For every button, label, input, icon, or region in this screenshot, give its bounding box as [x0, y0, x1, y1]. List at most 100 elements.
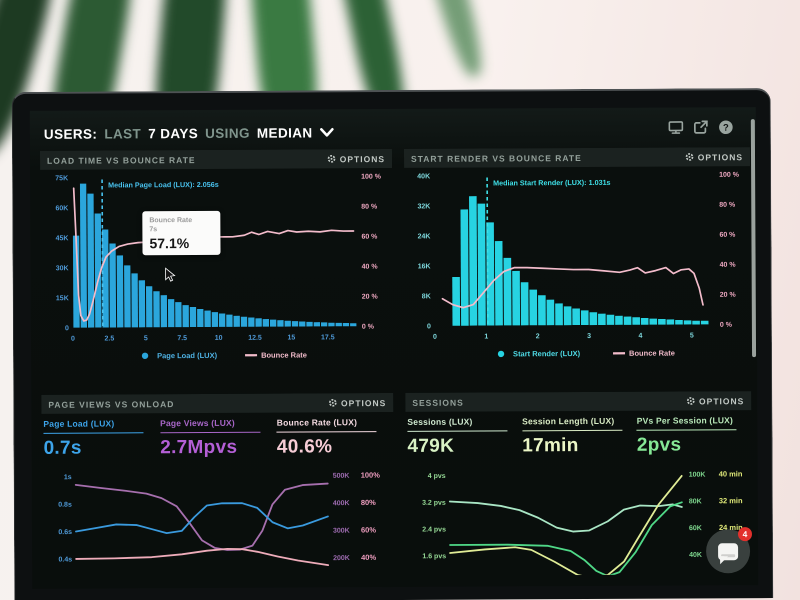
svg-text:16K: 16K	[418, 263, 431, 270]
svg-text:0.8s: 0.8s	[58, 502, 72, 509]
svg-text:80K: 80K	[689, 498, 702, 505]
svg-text:60 %: 60 %	[719, 232, 736, 239]
metric-session-length: Session Length (LUX) 17min	[522, 416, 637, 458]
mouse-cursor-icon	[165, 267, 176, 282]
metric-label: Sessions (LUX)	[407, 416, 473, 427]
metric-label: Session Length (LUX)	[522, 415, 615, 427]
svg-text:60K: 60K	[55, 205, 68, 212]
tooltip-series: Bounce Rate	[149, 217, 193, 225]
load-time-chart[interactable]: 75K 60K 45K 30K 15K 0 100 % 80 % 60 % 40 % 20 % 0 %…	[40, 168, 393, 370]
tooltip-value: 57.1%	[149, 235, 190, 252]
panel-start-render-vs-bounce-rate: START RENDER VS BOUNCE RATE OPTIONS 40K 3…	[403, 147, 751, 391]
panel-page-views-vs-onload: PAGE VIEWS VS ONLOAD OPTIONS Page Load (…	[41, 392, 395, 587]
share-icon[interactable]	[693, 119, 709, 135]
svg-text:10: 10	[215, 335, 223, 342]
tooltip-x: 7s	[149, 226, 158, 234]
metric-sessions: Sessions (LUX) 479K	[407, 416, 522, 458]
svg-text:1: 1	[484, 333, 488, 340]
laptop: USERS: LAST 7 DAYS USING MEDIAN ? LOAD T…	[11, 88, 774, 600]
svg-text:Bounce Rate: Bounce Rate	[629, 349, 675, 358]
svg-text:30K: 30K	[56, 265, 69, 272]
svg-text:20 %: 20 %	[720, 292, 737, 299]
svg-text:1.6 pvs: 1.6 pvs	[422, 553, 446, 560]
svg-text:40%: 40%	[361, 553, 376, 562]
header-segment: 7 DAYS	[148, 125, 199, 141]
svg-text:40 min: 40 min	[719, 469, 743, 478]
svg-text:Page Load (LUX): Page Load (LUX)	[157, 351, 218, 360]
svg-text:2: 2	[536, 333, 540, 340]
display-icon[interactable]	[668, 119, 684, 135]
svg-text:0: 0	[65, 325, 69, 332]
svg-text:24 min: 24 min	[719, 523, 743, 532]
chat-button[interactable]: 4	[705, 527, 753, 574]
metric-value: 2.7Mpvs	[160, 436, 238, 459]
svg-text:40 %: 40 %	[362, 264, 379, 271]
gear-icon	[685, 153, 694, 161]
svg-text:20 %: 20 %	[362, 294, 379, 301]
metric-page-load: Page Load (LUX) 0.7s	[43, 418, 160, 460]
svg-text:100%: 100%	[361, 471, 381, 480]
vertical-scrollbar[interactable]	[750, 119, 757, 358]
sessions-chart[interactable]: 4 pvs 3.2 pvs 2.4 pvs 1.6 pvs 100K 40 min 80K 3…	[406, 456, 753, 580]
help-icon[interactable]: ?	[718, 119, 734, 135]
svg-text:5: 5	[144, 335, 148, 342]
svg-text:0 %: 0 %	[720, 322, 733, 329]
svg-text:0: 0	[71, 336, 75, 343]
gear-icon	[686, 397, 695, 405]
metric-label: PVs Per Session (LUX)	[636, 415, 734, 426]
header-segment: MEDIAN	[256, 124, 313, 141]
page-views-onload-chart[interactable]: 1s 0.8s 0.6s 0.4s 500K 100% 400K 80% 300K 60% 200K…	[42, 458, 395, 578]
svg-text:100 %: 100 %	[719, 172, 740, 179]
svg-text:200K: 200K	[333, 555, 350, 562]
svg-text:60K: 60K	[689, 525, 702, 532]
panel-title: START RENDER VS BOUNCE RATE	[410, 152, 582, 164]
svg-text:24K: 24K	[418, 233, 431, 240]
header-segment: LAST	[104, 125, 142, 142]
svg-text:32 min: 32 min	[719, 496, 743, 505]
svg-text:75K: 75K	[55, 175, 68, 182]
options-button[interactable]: OPTIONS	[328, 398, 386, 408]
svg-text:400K: 400K	[333, 500, 350, 507]
date-range-dropdown[interactable]: USERS: LAST 7 DAYS USING MEDIAN	[44, 121, 334, 145]
svg-text:?: ?	[723, 123, 729, 134]
panel-title: LOAD TIME VS BOUNCE RATE	[47, 154, 196, 166]
svg-text:45K: 45K	[56, 235, 69, 242]
svg-text:80 %: 80 %	[361, 204, 378, 211]
svg-text:Median Page Load (LUX): 2.056s: Median Page Load (LUX): 2.056s	[108, 180, 219, 190]
metric-label: Bounce Rate (LUX)	[276, 417, 358, 428]
svg-text:40 %: 40 %	[720, 262, 737, 269]
svg-text:15K: 15K	[56, 295, 69, 302]
metric-value: 479K	[407, 435, 455, 457]
start-render-chart[interactable]: 40K 32K 24K 16K 8K 0 100 % 80 % 60 % 40 % 20 % 0 % 0…	[404, 166, 751, 368]
plant-leaf	[400, 0, 490, 80]
dashboard-screen: USERS: LAST 7 DAYS USING MEDIAN ? LOAD T…	[29, 107, 759, 589]
metric-bounce-rate: Bounce Rate (LUX) 40.6%	[277, 417, 394, 459]
svg-text:60 %: 60 %	[361, 234, 378, 241]
svg-text:300K: 300K	[333, 528, 350, 535]
options-button[interactable]: OPTIONS	[685, 152, 743, 162]
metric-value: 40.6%	[276, 436, 333, 458]
header-segment: USING	[205, 125, 250, 141]
chevron-down-icon	[319, 128, 334, 137]
svg-text:100K: 100K	[689, 472, 706, 479]
svg-text:100 %: 100 %	[361, 174, 382, 181]
svg-text:2.5: 2.5	[104, 335, 114, 342]
metric-value: 0.7s	[43, 437, 82, 459]
panel-load-time-vs-bounce-rate: LOAD TIME VS BOUNCE RATE OPTIONS 75K 60K 4…	[39, 149, 393, 393]
options-button[interactable]: OPTIONS	[686, 396, 744, 406]
svg-text:4: 4	[638, 333, 642, 340]
chart-tooltip: Bounce Rate 7s 57.1%	[142, 210, 221, 256]
metric-label: Page Load (LUX)	[43, 418, 115, 429]
panel-sessions: SESSIONS OPTIONS Sessions (LUX) 479K Ses…	[405, 391, 752, 585]
options-button[interactable]: OPTIONS	[327, 154, 385, 164]
svg-text:5: 5	[690, 332, 694, 339]
gear-icon	[328, 398, 337, 407]
svg-text:3.2 pvs: 3.2 pvs	[422, 500, 446, 507]
svg-text:0: 0	[427, 323, 431, 330]
svg-text:60%: 60%	[361, 525, 376, 534]
svg-text:Bounce Rate: Bounce Rate	[261, 350, 307, 359]
svg-text:32K: 32K	[417, 203, 430, 210]
svg-text:1s: 1s	[64, 474, 72, 481]
svg-text:0.6s: 0.6s	[58, 529, 72, 536]
svg-text:12.5: 12.5	[248, 335, 262, 342]
